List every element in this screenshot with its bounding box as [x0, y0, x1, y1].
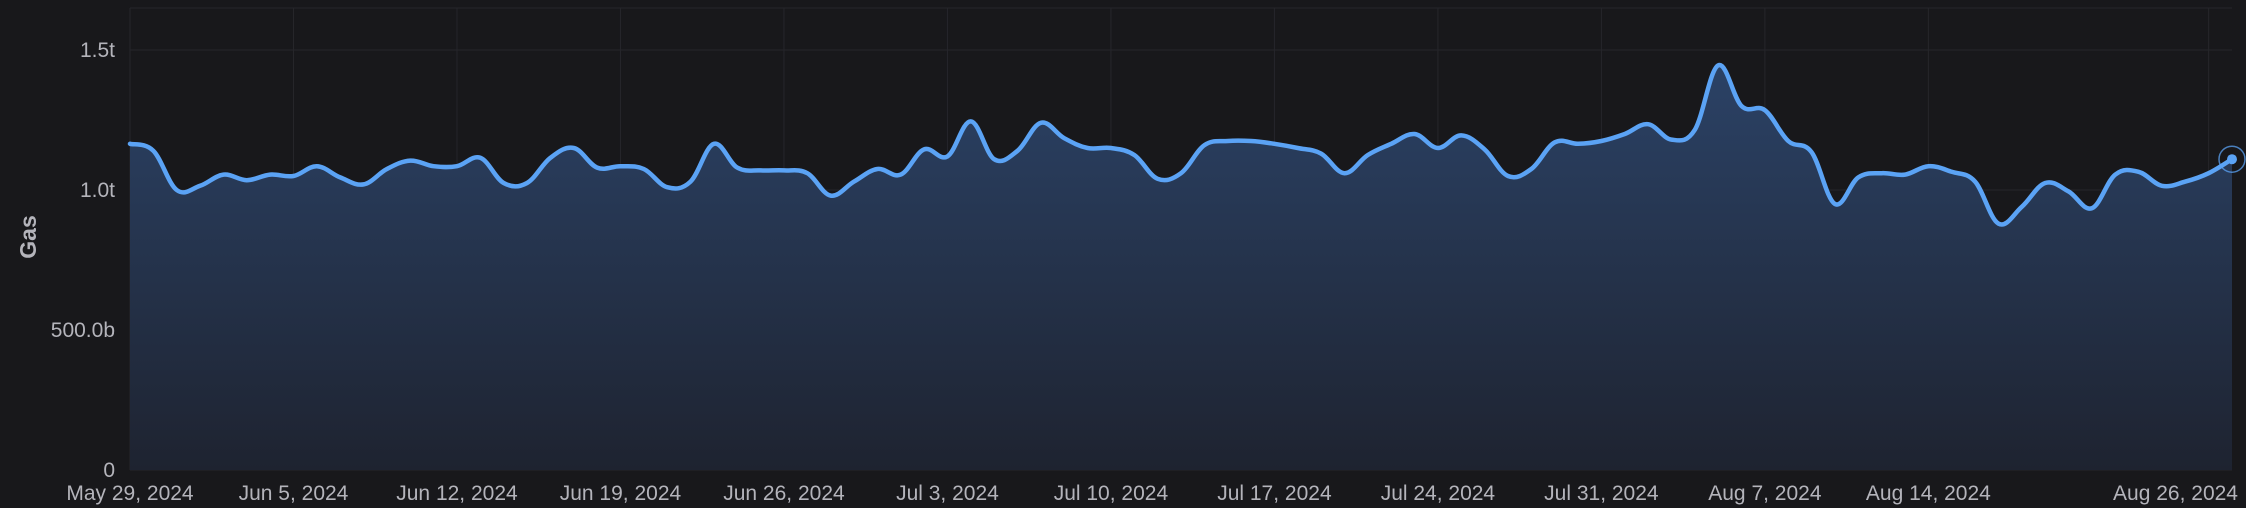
marker-layer — [2218, 145, 2246, 173]
x-tick-label: Jun 26, 2024 — [723, 482, 845, 505]
x-tick-label: Jul 24, 2024 — [1381, 482, 1496, 505]
y-axis-title: Gas — [15, 215, 41, 258]
x-tick-label: Jul 31, 2024 — [1544, 482, 1659, 505]
x-tick-label: Jul 3, 2024 — [896, 482, 999, 505]
y-tick-label: 1.5t — [80, 39, 115, 62]
y-tick-label: 0 — [103, 459, 115, 482]
x-tick-label: May 29, 2024 — [66, 482, 194, 505]
x-tick-label: Jul 10, 2024 — [1054, 482, 1169, 505]
x-tick-label: Aug 7, 2024 — [1708, 482, 1822, 505]
x-tick-label: Aug 14, 2024 — [1866, 482, 1991, 505]
last-point-marker — [2227, 154, 2237, 165]
last-point-ring — [2218, 145, 2246, 173]
y-tick-label: 500.0b — [51, 319, 115, 342]
series-line — [127, 63, 2235, 227]
x-axis-ticks: May 29, 2024 Jun 5, 2024 Jun 12, 2024 Jun 1… — [66, 482, 2238, 505]
x-tick-label: Jul 17, 2024 — [1217, 482, 1332, 505]
series-area — [130, 65, 2232, 470]
x-tick-label: Jun 5, 2024 — [239, 482, 349, 505]
y-tick-label: 1.0t — [80, 179, 115, 202]
line-layer — [127, 63, 2235, 227]
x-tick-label: Aug 26, 2024 — [2113, 482, 2238, 505]
x-tick-label: Jun 12, 2024 — [396, 482, 518, 505]
y-axis-ticks: 0 500.0b 1.0t 1.5t — [51, 39, 115, 482]
x-tick-label: Jun 19, 2024 — [560, 482, 682, 505]
area-layer — [130, 65, 2232, 470]
